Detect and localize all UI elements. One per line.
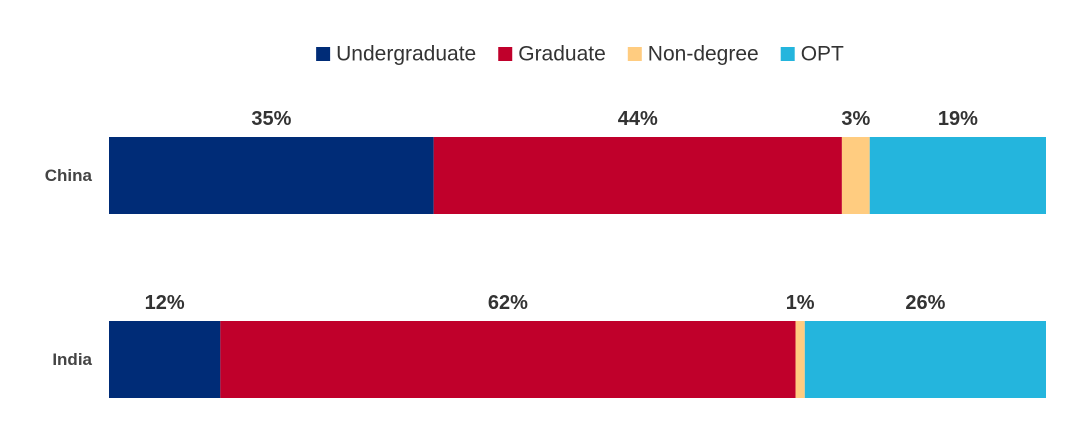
- bar-china-undergraduate: [109, 137, 434, 214]
- category-label-india: India: [52, 350, 92, 369]
- bar-china-opt: [869, 137, 1046, 214]
- data-label-china-non-degree: 3%: [841, 108, 870, 130]
- data-label-china-undergraduate: 35%: [251, 108, 291, 130]
- legend-swatch-graduate: [498, 47, 513, 61]
- bar-india-opt: [804, 321, 1046, 398]
- bar-india-non-degree: [795, 321, 805, 398]
- data-label-india-graduate: 62%: [488, 292, 528, 314]
- bar-china-graduate: [433, 137, 842, 214]
- legend: Undergraduate Graduate Non-degree OPT: [316, 43, 844, 66]
- legend-label-non-degree: Non-degree: [648, 43, 759, 66]
- data-label-china-opt: 19%: [938, 108, 978, 130]
- legend-swatch-undergraduate: [316, 47, 331, 61]
- legend-swatch-opt: [780, 47, 795, 61]
- legend-item-non-degree: Non-degree: [627, 43, 759, 66]
- legend-item-undergraduate: Undergraduate: [316, 43, 476, 66]
- bars: [109, 137, 1046, 398]
- category-label-china: China: [45, 166, 93, 185]
- legend-label-graduate: Graduate: [518, 43, 606, 66]
- bar-india-graduate: [220, 321, 796, 398]
- legend-label-undergraduate: Undergraduate: [336, 43, 476, 66]
- bar-india-undergraduate: [109, 321, 221, 398]
- data-labels: 35% 44% 3% 19% 12% 62% 1% 26%: [145, 108, 978, 314]
- legend-swatch-non-degree: [627, 47, 642, 61]
- data-label-india-undergraduate: 12%: [145, 292, 185, 314]
- data-label-india-non-degree: 1%: [786, 292, 815, 314]
- data-label-india-opt: 26%: [905, 292, 945, 314]
- legend-label-opt: OPT: [801, 43, 844, 66]
- legend-item-graduate: Graduate: [498, 43, 606, 66]
- category-labels: China India: [45, 166, 93, 369]
- legend-item-opt: OPT: [780, 43, 844, 66]
- data-label-china-graduate: 44%: [618, 108, 658, 130]
- bar-china-non-degree: [841, 137, 870, 214]
